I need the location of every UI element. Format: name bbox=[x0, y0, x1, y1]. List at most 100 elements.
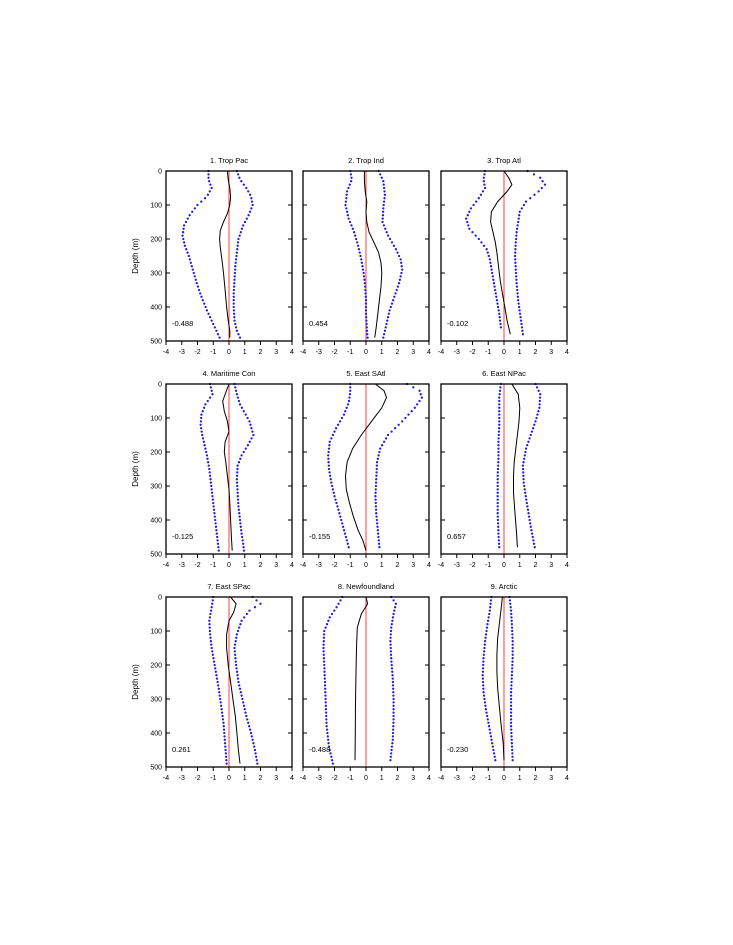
spread-dot bbox=[528, 437, 531, 440]
spread-dot bbox=[193, 275, 196, 278]
spread-dot bbox=[222, 728, 226, 731]
spread-dot bbox=[240, 406, 244, 409]
x-tick-label: 1 bbox=[380, 775, 384, 782]
spread-dot bbox=[200, 413, 203, 416]
spread-dot bbox=[375, 478, 378, 481]
spread-dot bbox=[395, 288, 398, 292]
spread-dot bbox=[234, 386, 237, 389]
spread-dot bbox=[328, 748, 331, 752]
spread-dot bbox=[238, 234, 241, 237]
spread-dot bbox=[209, 609, 213, 612]
spread-dot bbox=[358, 251, 361, 254]
spread-dot bbox=[390, 660, 393, 663]
spread-dot bbox=[482, 684, 485, 687]
spread-dot bbox=[215, 677, 219, 680]
spread-dot bbox=[497, 532, 500, 535]
panel-stat-value: 0.657 bbox=[447, 532, 466, 541]
spread-dot bbox=[374, 488, 377, 491]
x-tick-label: -3 bbox=[179, 349, 185, 356]
spread-dot bbox=[509, 704, 513, 707]
spread-dot bbox=[233, 271, 237, 275]
spread-dot bbox=[475, 200, 478, 203]
spread-dot bbox=[327, 742, 330, 745]
spread-dot bbox=[522, 481, 525, 484]
x-tick-label: 2 bbox=[259, 562, 263, 569]
spread-dot bbox=[482, 657, 485, 660]
spread-dot bbox=[392, 691, 395, 694]
spread-dot bbox=[233, 275, 236, 278]
spread-dot bbox=[224, 745, 227, 748]
y-tick-label: 500 bbox=[150, 552, 162, 559]
spread-dot bbox=[511, 636, 514, 639]
spread-dot bbox=[249, 423, 252, 426]
spread-dot bbox=[515, 285, 519, 288]
spread-dot bbox=[327, 464, 330, 467]
spread-dot bbox=[324, 701, 327, 704]
spread-dot bbox=[207, 464, 210, 467]
spread-dot bbox=[232, 312, 236, 315]
spread-dot bbox=[189, 261, 192, 264]
spread-dot bbox=[236, 488, 239, 491]
spread-dot bbox=[200, 430, 203, 433]
spread-dot bbox=[481, 677, 485, 680]
spread-dot bbox=[323, 663, 326, 667]
x-tick-label: 0 bbox=[502, 775, 506, 782]
spread-dot bbox=[213, 663, 216, 667]
spread-dot bbox=[234, 389, 238, 392]
spread-dot bbox=[218, 336, 221, 339]
spread-dot bbox=[202, 406, 206, 409]
spread-dot bbox=[247, 214, 250, 217]
spread-dot bbox=[392, 697, 395, 701]
spread-dot bbox=[216, 535, 219, 539]
spread-dot bbox=[205, 450, 208, 454]
spread-dot bbox=[364, 299, 368, 302]
spread-dot bbox=[334, 427, 338, 430]
spread-dot bbox=[392, 701, 395, 704]
spread-dot bbox=[199, 292, 202, 295]
panel-stat-value: -0.230 bbox=[447, 745, 468, 754]
spread-dot bbox=[526, 444, 529, 447]
spread-lower-series bbox=[199, 382, 220, 552]
spread-dot bbox=[248, 440, 251, 443]
spread-dot bbox=[325, 721, 328, 724]
spread-dot bbox=[327, 457, 330, 460]
spread-dot bbox=[200, 295, 203, 298]
spread-dot bbox=[248, 609, 251, 612]
spread-dot bbox=[498, 403, 501, 406]
spread-dot bbox=[486, 251, 489, 254]
spread-dot bbox=[236, 464, 239, 467]
spread-dot bbox=[491, 742, 494, 745]
spread-dot bbox=[182, 227, 185, 230]
spread-dot bbox=[533, 193, 536, 196]
spread-dot bbox=[208, 623, 211, 626]
panel-title: 2. Trop Ind bbox=[348, 156, 384, 165]
spread-dot bbox=[245, 612, 249, 616]
spread-dot bbox=[234, 261, 237, 264]
spread-dot bbox=[322, 633, 326, 636]
spread-dot bbox=[354, 234, 357, 237]
spread-dot bbox=[327, 447, 331, 450]
x-tick-label: -1 bbox=[210, 775, 216, 782]
spread-dot bbox=[323, 684, 327, 687]
spread-dot bbox=[522, 203, 526, 207]
spread-dot bbox=[390, 752, 393, 755]
spread-dot bbox=[483, 650, 486, 653]
spread-upper-series bbox=[233, 382, 255, 552]
spread-dot bbox=[515, 227, 519, 230]
spread-dot bbox=[481, 670, 485, 673]
spread-dot bbox=[509, 694, 513, 697]
y-tick-label: 400 bbox=[150, 731, 162, 738]
spread-dot bbox=[350, 224, 353, 227]
spread-dot bbox=[214, 518, 217, 522]
spread-dot bbox=[523, 488, 526, 491]
spread-dot bbox=[329, 478, 332, 481]
spread-dot bbox=[392, 708, 395, 711]
spread-dot bbox=[365, 329, 369, 332]
spread-dot bbox=[483, 183, 486, 186]
spread-dot bbox=[375, 467, 378, 471]
spread-dot bbox=[193, 207, 197, 210]
spread-dot bbox=[496, 474, 499, 477]
spread-dot bbox=[413, 406, 416, 409]
spread-dot bbox=[235, 254, 238, 258]
spread-dot bbox=[375, 461, 379, 464]
